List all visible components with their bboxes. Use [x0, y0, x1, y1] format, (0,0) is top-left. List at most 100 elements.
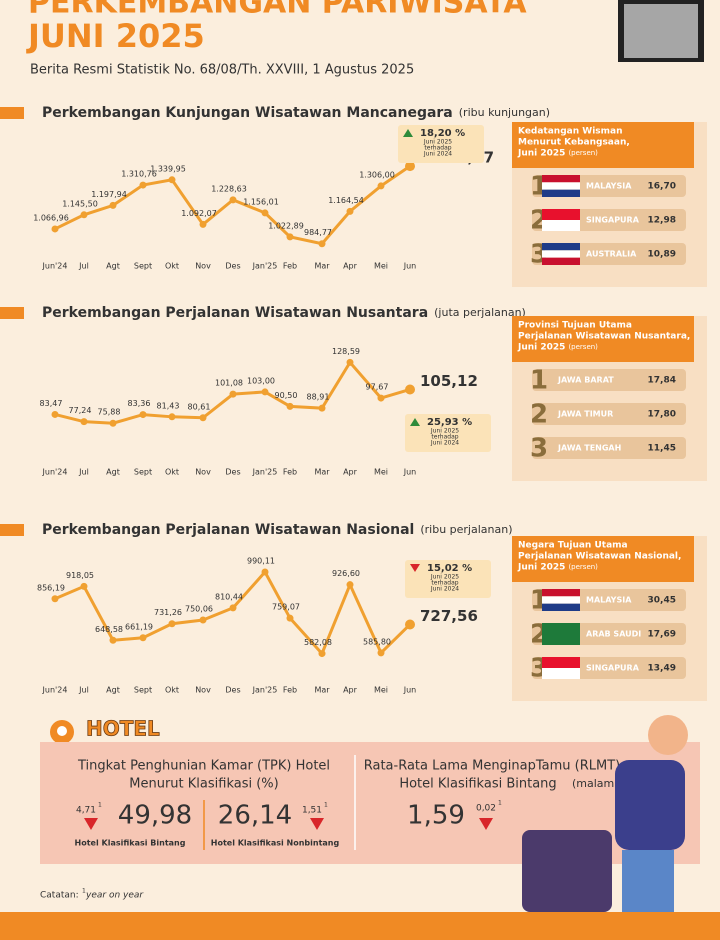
point [377, 182, 385, 190]
tpk-value: 49,98 [118, 801, 192, 831]
value-label: 810,44 [215, 592, 243, 601]
point [286, 614, 294, 622]
hotel-label: HOTEL [86, 717, 160, 741]
ranking-title: Kedatangan Wisman [518, 127, 623, 137]
flag [542, 250, 580, 258]
line [54, 569, 412, 657]
point [199, 616, 207, 624]
ranking-title: Juni 2025 [517, 343, 565, 353]
value-label: 585,80 [363, 637, 391, 646]
point [261, 209, 269, 217]
x-tick-label: Jun [403, 686, 417, 695]
point [109, 419, 117, 427]
ranking-title: Juni 2025 [517, 563, 565, 573]
value-label: 856,19 [37, 583, 65, 592]
ranking-value: 12,98 [648, 216, 676, 226]
point [318, 404, 326, 412]
x-tick-label: Feb [283, 262, 297, 271]
point [286, 402, 294, 410]
ranking-unit: (persen) [568, 343, 598, 351]
value-label: 1.306,00 [359, 170, 395, 179]
x-tick-label: Mar [314, 686, 330, 695]
x-tick-label: Feb [283, 468, 297, 477]
person-body [615, 760, 685, 850]
ranking-name: JAWA TENGAH [557, 444, 621, 453]
value-label: 1.164,54 [328, 196, 364, 205]
ranking-title: Perjalanan Wisatawan Nasional, [518, 552, 681, 562]
note-label: Catatan: [40, 891, 79, 901]
note-mark: 1 [82, 888, 86, 895]
ranking-name: JAWA BARAT [557, 376, 614, 385]
ranking-bar [532, 437, 686, 459]
ranking-title: Provinsi Tujuan Utama [518, 321, 632, 331]
point [199, 220, 207, 228]
point [377, 394, 385, 402]
point [346, 581, 354, 589]
point [229, 196, 237, 204]
x-tick-label: Okt [165, 686, 179, 695]
point [286, 233, 294, 241]
point [80, 582, 88, 590]
ranking-value: 17,84 [648, 376, 676, 386]
value-label: 1.066,96 [33, 213, 69, 222]
x-tick-label: Agt [106, 468, 120, 477]
flag [542, 189, 580, 197]
tpk-label: Hotel Klasifikasi Nonbintang [211, 839, 340, 848]
x-tick-label: Okt [165, 468, 179, 477]
flag [542, 209, 580, 220]
title-line: PERKEMBANGAN PARIWISATA [28, 0, 527, 21]
x-tick-label: Sept [134, 686, 152, 695]
change-arrow [410, 418, 420, 426]
ranking-value: 10,89 [648, 250, 676, 260]
point [346, 358, 354, 366]
title-line: JUNI 2025 [26, 17, 205, 55]
point [80, 418, 88, 426]
x-tick-label: Des [225, 686, 240, 695]
x-tick-label: Nov [195, 686, 211, 695]
change-value: 18,20 % [420, 128, 465, 139]
change-box [398, 125, 484, 163]
change-note: terhadap [431, 434, 458, 441]
point [139, 411, 147, 419]
x-tick-label: Mei [374, 262, 388, 271]
tpk-change: 1,51 [302, 806, 322, 816]
ranking-name: ARAB SAUDI [586, 630, 641, 639]
point [168, 620, 176, 628]
value-label: 582,08 [304, 638, 332, 647]
point [405, 619, 415, 630]
ranking-rank: 3 [530, 434, 548, 464]
flag [542, 175, 580, 183]
subtitle: Berita Resmi Statistik No. 68/08/Th. XXV… [30, 63, 414, 78]
x-tick-label: Jun [403, 262, 417, 271]
change-arrow [403, 129, 413, 137]
ranking-title: Juni 2025 [517, 149, 565, 159]
ranking-bar [532, 369, 686, 391]
ranking-value: 17,69 [648, 630, 676, 640]
ranking-unit: (persen) [568, 149, 598, 157]
value-label: 88,91 [307, 393, 330, 402]
value-label: 90,50 [275, 391, 298, 400]
x-tick-label: Jul [78, 262, 89, 271]
value-label: 1.092,07 [181, 209, 217, 218]
change-box [405, 414, 491, 452]
section-marker [0, 107, 24, 119]
point [109, 636, 117, 644]
x-tick-label: Sept [134, 262, 152, 271]
value-label: 1.228,63 [211, 184, 247, 193]
x-tick-label: Mar [314, 468, 330, 477]
value-label-current: 727,56 [420, 607, 478, 625]
ranking-value: 16,70 [648, 182, 676, 192]
change-value: 15,02 % [427, 563, 472, 574]
ranking-name: MALAYSIA [586, 182, 632, 191]
x-tick-label: Apr [343, 262, 358, 271]
flag [542, 220, 580, 231]
x-tick-label: Apr [343, 468, 358, 477]
change-note: Juni 2025 [430, 428, 459, 435]
change-note: Juni 2024 [423, 151, 452, 158]
line [54, 164, 411, 246]
x-tick-label: Nov [195, 468, 211, 477]
flag [542, 657, 580, 668]
value-label: 648,58 [95, 625, 123, 634]
ranking-title: Perjalanan Wisatawan Nusantara, [518, 332, 690, 342]
